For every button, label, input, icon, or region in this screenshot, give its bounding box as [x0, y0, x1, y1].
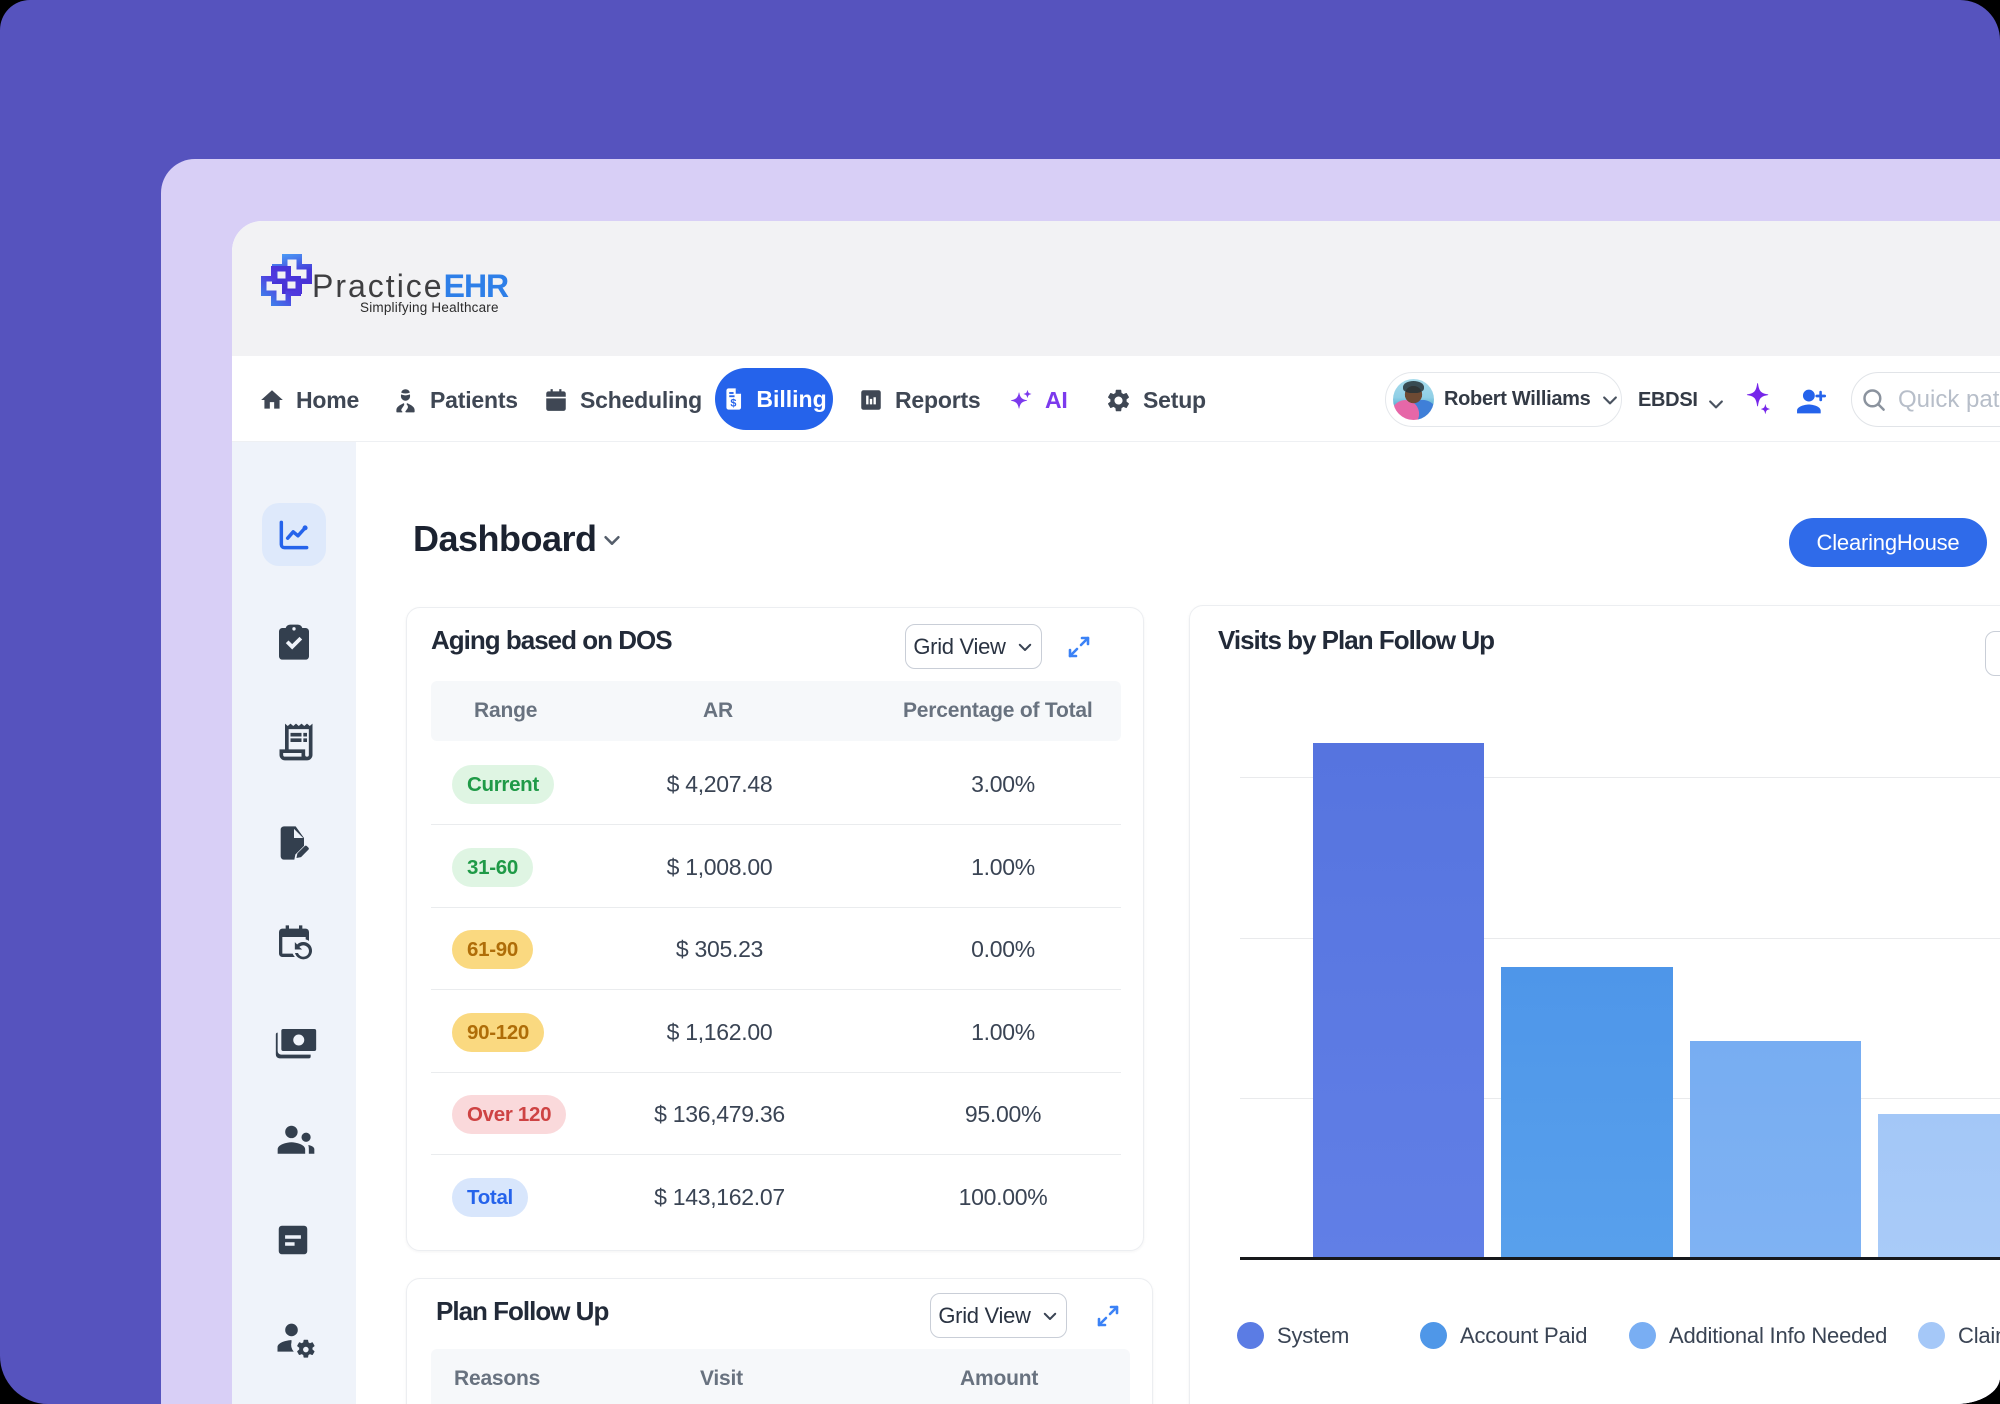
svg-text:$: $ [731, 398, 737, 410]
